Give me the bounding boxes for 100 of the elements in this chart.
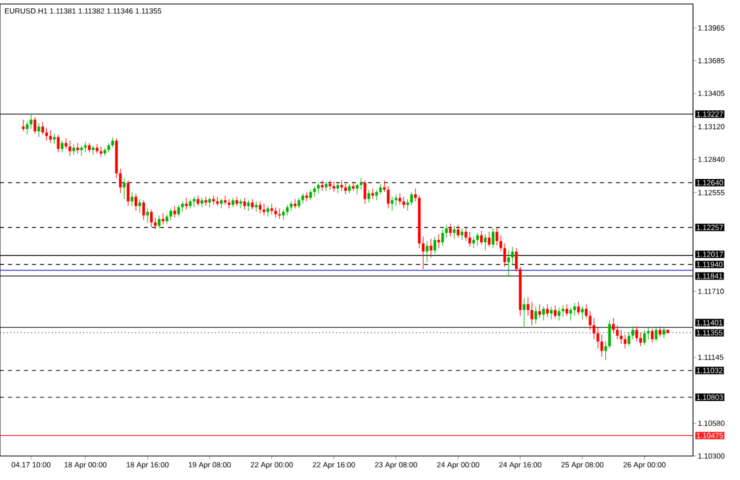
candlestick [538, 304, 542, 319]
candlestick [111, 136, 114, 148]
candlestick [612, 318, 615, 334]
candlestick [414, 188, 417, 202]
candlestick [492, 228, 494, 248]
candlestick [628, 332, 630, 347]
candlestick [344, 184, 347, 195]
candlestick [596, 327, 600, 349]
candlestick [52, 133, 56, 144]
candlestick [119, 168, 122, 194]
candlestick [56, 134, 60, 153]
candlestick [41, 122, 44, 136]
candlestick [185, 198, 188, 210]
candlestick [476, 232, 479, 246]
candlestick [84, 141, 87, 153]
candlestick [64, 138, 68, 150]
candlestick [464, 226, 468, 242]
candlestick [130, 192, 134, 206]
candlestick [212, 195, 215, 206]
candlestick [562, 305, 564, 318]
candlestick [158, 215, 161, 229]
candlestick [433, 236, 436, 254]
candlestick [542, 306, 545, 321]
candlestick [445, 224, 448, 238]
candlestick [154, 217, 157, 230]
candlestick [406, 198, 410, 212]
candlestick [200, 198, 204, 208]
candlestick [426, 240, 428, 262]
candlestick [352, 181, 355, 192]
candlestick [348, 184, 351, 194]
candlestick [45, 127, 48, 141]
candlestick [410, 192, 413, 206]
candlestick [290, 201, 293, 212]
candlestick [80, 144, 83, 156]
candlestick [620, 330, 623, 344]
candlestick [441, 229, 444, 246]
candlestick [484, 234, 487, 251]
candlestick [356, 184, 359, 195]
candlestick [604, 341, 608, 361]
candlestick [573, 302, 576, 316]
candlestick [375, 189, 378, 201]
candlestick [496, 226, 498, 246]
candlestick [472, 236, 476, 248]
candlestick [580, 306, 584, 320]
candlestick [398, 192, 402, 206]
candlestick [499, 234, 502, 252]
candlestick [49, 130, 52, 144]
candlestick [37, 122, 40, 138]
candlestick [534, 306, 538, 324]
candlestick [522, 298, 526, 328]
candlestick [282, 209, 285, 220]
candlestick [592, 318, 596, 340]
candlestick [228, 198, 230, 209]
candlestick [530, 301, 534, 326]
candlestick [286, 204, 289, 216]
candlestick [379, 184, 382, 195]
candlestick [181, 201, 184, 212]
candlestick [430, 238, 432, 258]
candlestick [309, 189, 312, 201]
candlestick [452, 226, 456, 240]
candlestick [608, 320, 611, 349]
candlestick [169, 208, 172, 220]
candlestick [316, 182, 320, 194]
candlestick [235, 196, 238, 206]
candlestick [150, 209, 153, 228]
candlestick [232, 198, 234, 208]
candlestick [577, 301, 580, 316]
candlestick [92, 144, 95, 155]
candlestick [324, 181, 328, 192]
candlestick [503, 243, 506, 268]
candlestick [550, 306, 553, 320]
candlestick [468, 231, 472, 248]
candlestick [662, 327, 666, 338]
candlestick [224, 195, 227, 206]
candlestick [34, 116, 36, 134]
candlestick [448, 223, 452, 237]
candlestick [100, 146, 102, 158]
candlestick [422, 236, 425, 270]
candlestick [340, 180, 344, 192]
candlestick [390, 196, 394, 212]
candlestick [266, 206, 270, 217]
candlestick [96, 144, 98, 154]
candlestick [437, 234, 440, 248]
candlestick [584, 304, 588, 319]
candlestick [600, 334, 604, 358]
candlestick [134, 192, 138, 212]
candlestick [142, 200, 146, 220]
candlestick [554, 305, 557, 319]
candlestick [367, 189, 370, 203]
candlestick [511, 246, 514, 266]
candlestick [526, 296, 530, 316]
candlestick [138, 198, 142, 214]
candlestick [320, 180, 324, 192]
candlestick [569, 307, 572, 321]
candlestick [60, 140, 64, 153]
candlestick [30, 113, 32, 130]
candlestick [262, 203, 266, 216]
candlestick [332, 181, 336, 192]
candlestick [76, 142, 80, 154]
candlestick [650, 328, 654, 344]
